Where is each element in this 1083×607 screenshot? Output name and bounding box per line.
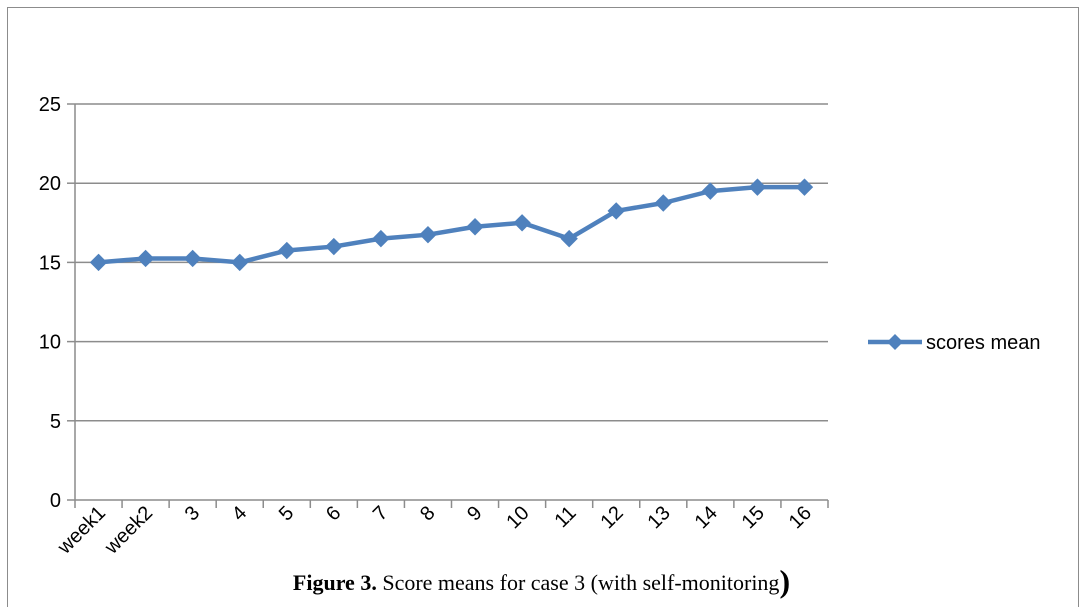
y-tick-label: 0 — [50, 490, 61, 512]
x-tick-label: week1 — [53, 502, 110, 559]
y-tick-label: 25 — [39, 94, 61, 116]
data-point — [91, 254, 107, 270]
data-point — [420, 227, 436, 243]
data-point — [655, 195, 671, 211]
figure-caption: Figure 3. Score means for case 3 (with s… — [0, 570, 1083, 596]
figure-label: Figure 3. — [293, 570, 377, 595]
x-tick-label: 5 — [275, 502, 298, 525]
legend-marker — [887, 334, 903, 350]
legend-label: scores mean — [926, 332, 1041, 354]
data-point — [467, 219, 483, 235]
y-tick-label: 20 — [39, 173, 61, 195]
data-point — [279, 243, 295, 259]
data-point — [749, 179, 765, 195]
x-tick-label: 8 — [416, 502, 439, 525]
data-point — [514, 215, 530, 231]
legend: scores mean — [868, 332, 1041, 354]
x-tick-label: week2 — [100, 502, 157, 559]
figure-caption-text: Score means for case 3 (with self-monito… — [377, 570, 780, 595]
x-tick-label: 4 — [228, 502, 251, 525]
x-tick-label: 7 — [369, 502, 392, 525]
x-tick-label: 10 — [502, 502, 533, 533]
data-point — [185, 250, 201, 266]
x-tick-label: 9 — [463, 502, 486, 525]
data-point — [326, 239, 342, 255]
y-tick-label: 10 — [39, 332, 61, 354]
x-tick-label: 16 — [785, 502, 816, 533]
data-point — [373, 231, 389, 247]
series-line — [99, 187, 805, 262]
x-tick-label: 6 — [322, 502, 345, 525]
data-point — [702, 183, 718, 199]
data-point — [796, 179, 812, 195]
x-tick-label: 13 — [644, 502, 675, 533]
figure-caption-paren: ) — [779, 563, 790, 599]
y-tick-labels: 0 5 10 15 20 25 — [39, 94, 61, 512]
x-tick-label: 12 — [596, 502, 627, 533]
series-group — [91, 179, 813, 270]
axes — [67, 104, 828, 508]
y-tick-label: 5 — [50, 411, 61, 433]
data-point — [232, 254, 248, 270]
x-tick-label: 11 — [550, 502, 580, 532]
y-tick-label: 15 — [39, 252, 61, 274]
x-tick-label: 15 — [738, 502, 769, 533]
x-tick-label: 3 — [181, 502, 204, 525]
x-tick-label: 14 — [691, 502, 722, 533]
data-point — [138, 250, 154, 266]
